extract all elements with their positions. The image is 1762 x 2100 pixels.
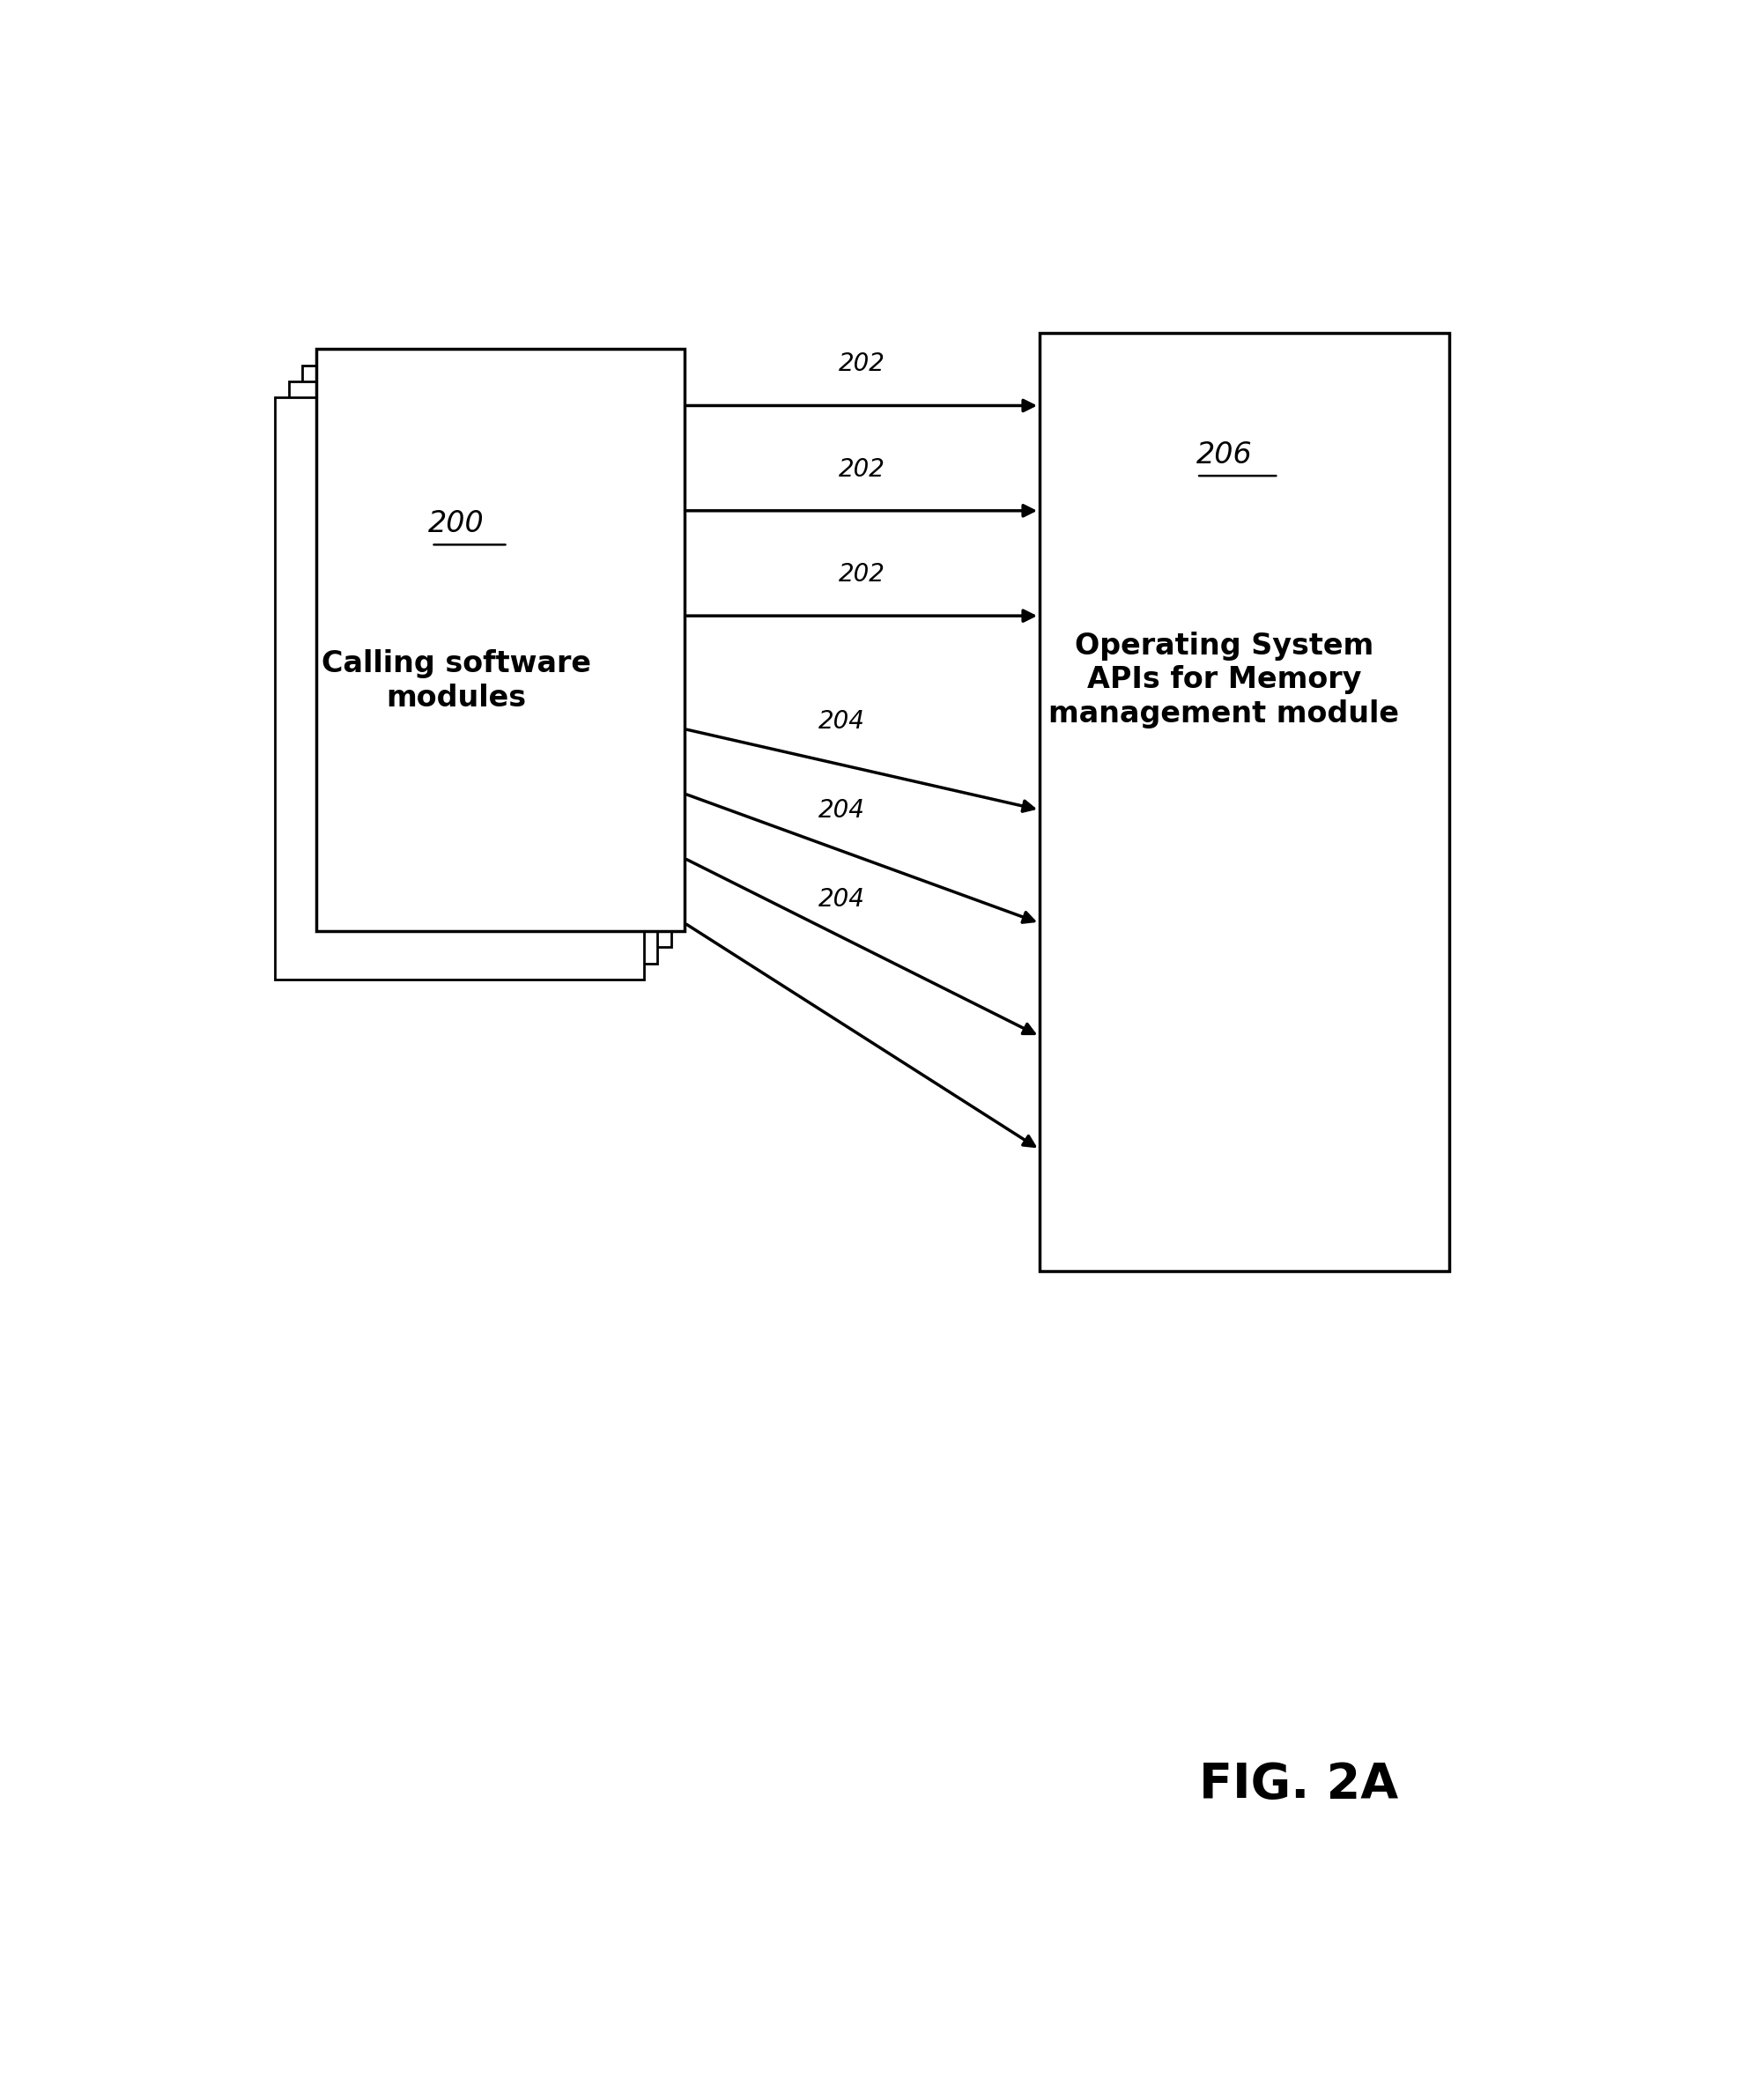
Text: 200: 200 xyxy=(428,508,485,538)
Text: 206: 206 xyxy=(1196,441,1253,468)
Text: FIG. 2A: FIG. 2A xyxy=(1200,1762,1399,1808)
Text: 204: 204 xyxy=(818,886,865,911)
FancyBboxPatch shape xyxy=(315,349,684,930)
FancyBboxPatch shape xyxy=(303,365,671,947)
Text: Operating System
APIs for Memory
management module: Operating System APIs for Memory managem… xyxy=(1048,632,1399,729)
FancyBboxPatch shape xyxy=(1040,334,1448,1270)
Text: 202: 202 xyxy=(839,458,885,481)
Text: 204: 204 xyxy=(818,798,865,823)
Text: 202: 202 xyxy=(839,563,885,586)
Text: 204: 204 xyxy=(818,710,865,733)
Text: 202: 202 xyxy=(839,353,885,376)
FancyBboxPatch shape xyxy=(289,382,657,964)
FancyBboxPatch shape xyxy=(275,397,643,981)
Text: Calling software
modules: Calling software modules xyxy=(321,649,590,712)
